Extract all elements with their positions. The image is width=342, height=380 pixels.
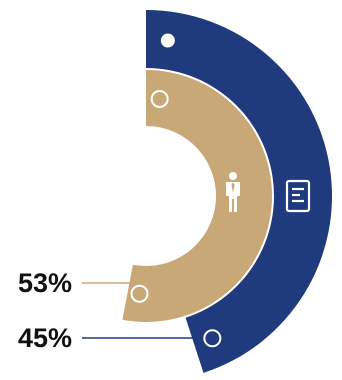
series-band-45	[146, 10, 332, 373]
series-start-marker-45	[158, 31, 177, 50]
series-band-53	[122, 70, 272, 322]
document-icon	[285, 179, 311, 213]
series-end-marker-45	[203, 329, 222, 348]
person-icon	[226, 172, 240, 212]
data-label-45: 45%	[18, 323, 72, 353]
series-start-marker-53	[150, 89, 169, 108]
series-end-marker-53	[130, 284, 149, 303]
data-label-53: 53%	[18, 268, 72, 298]
